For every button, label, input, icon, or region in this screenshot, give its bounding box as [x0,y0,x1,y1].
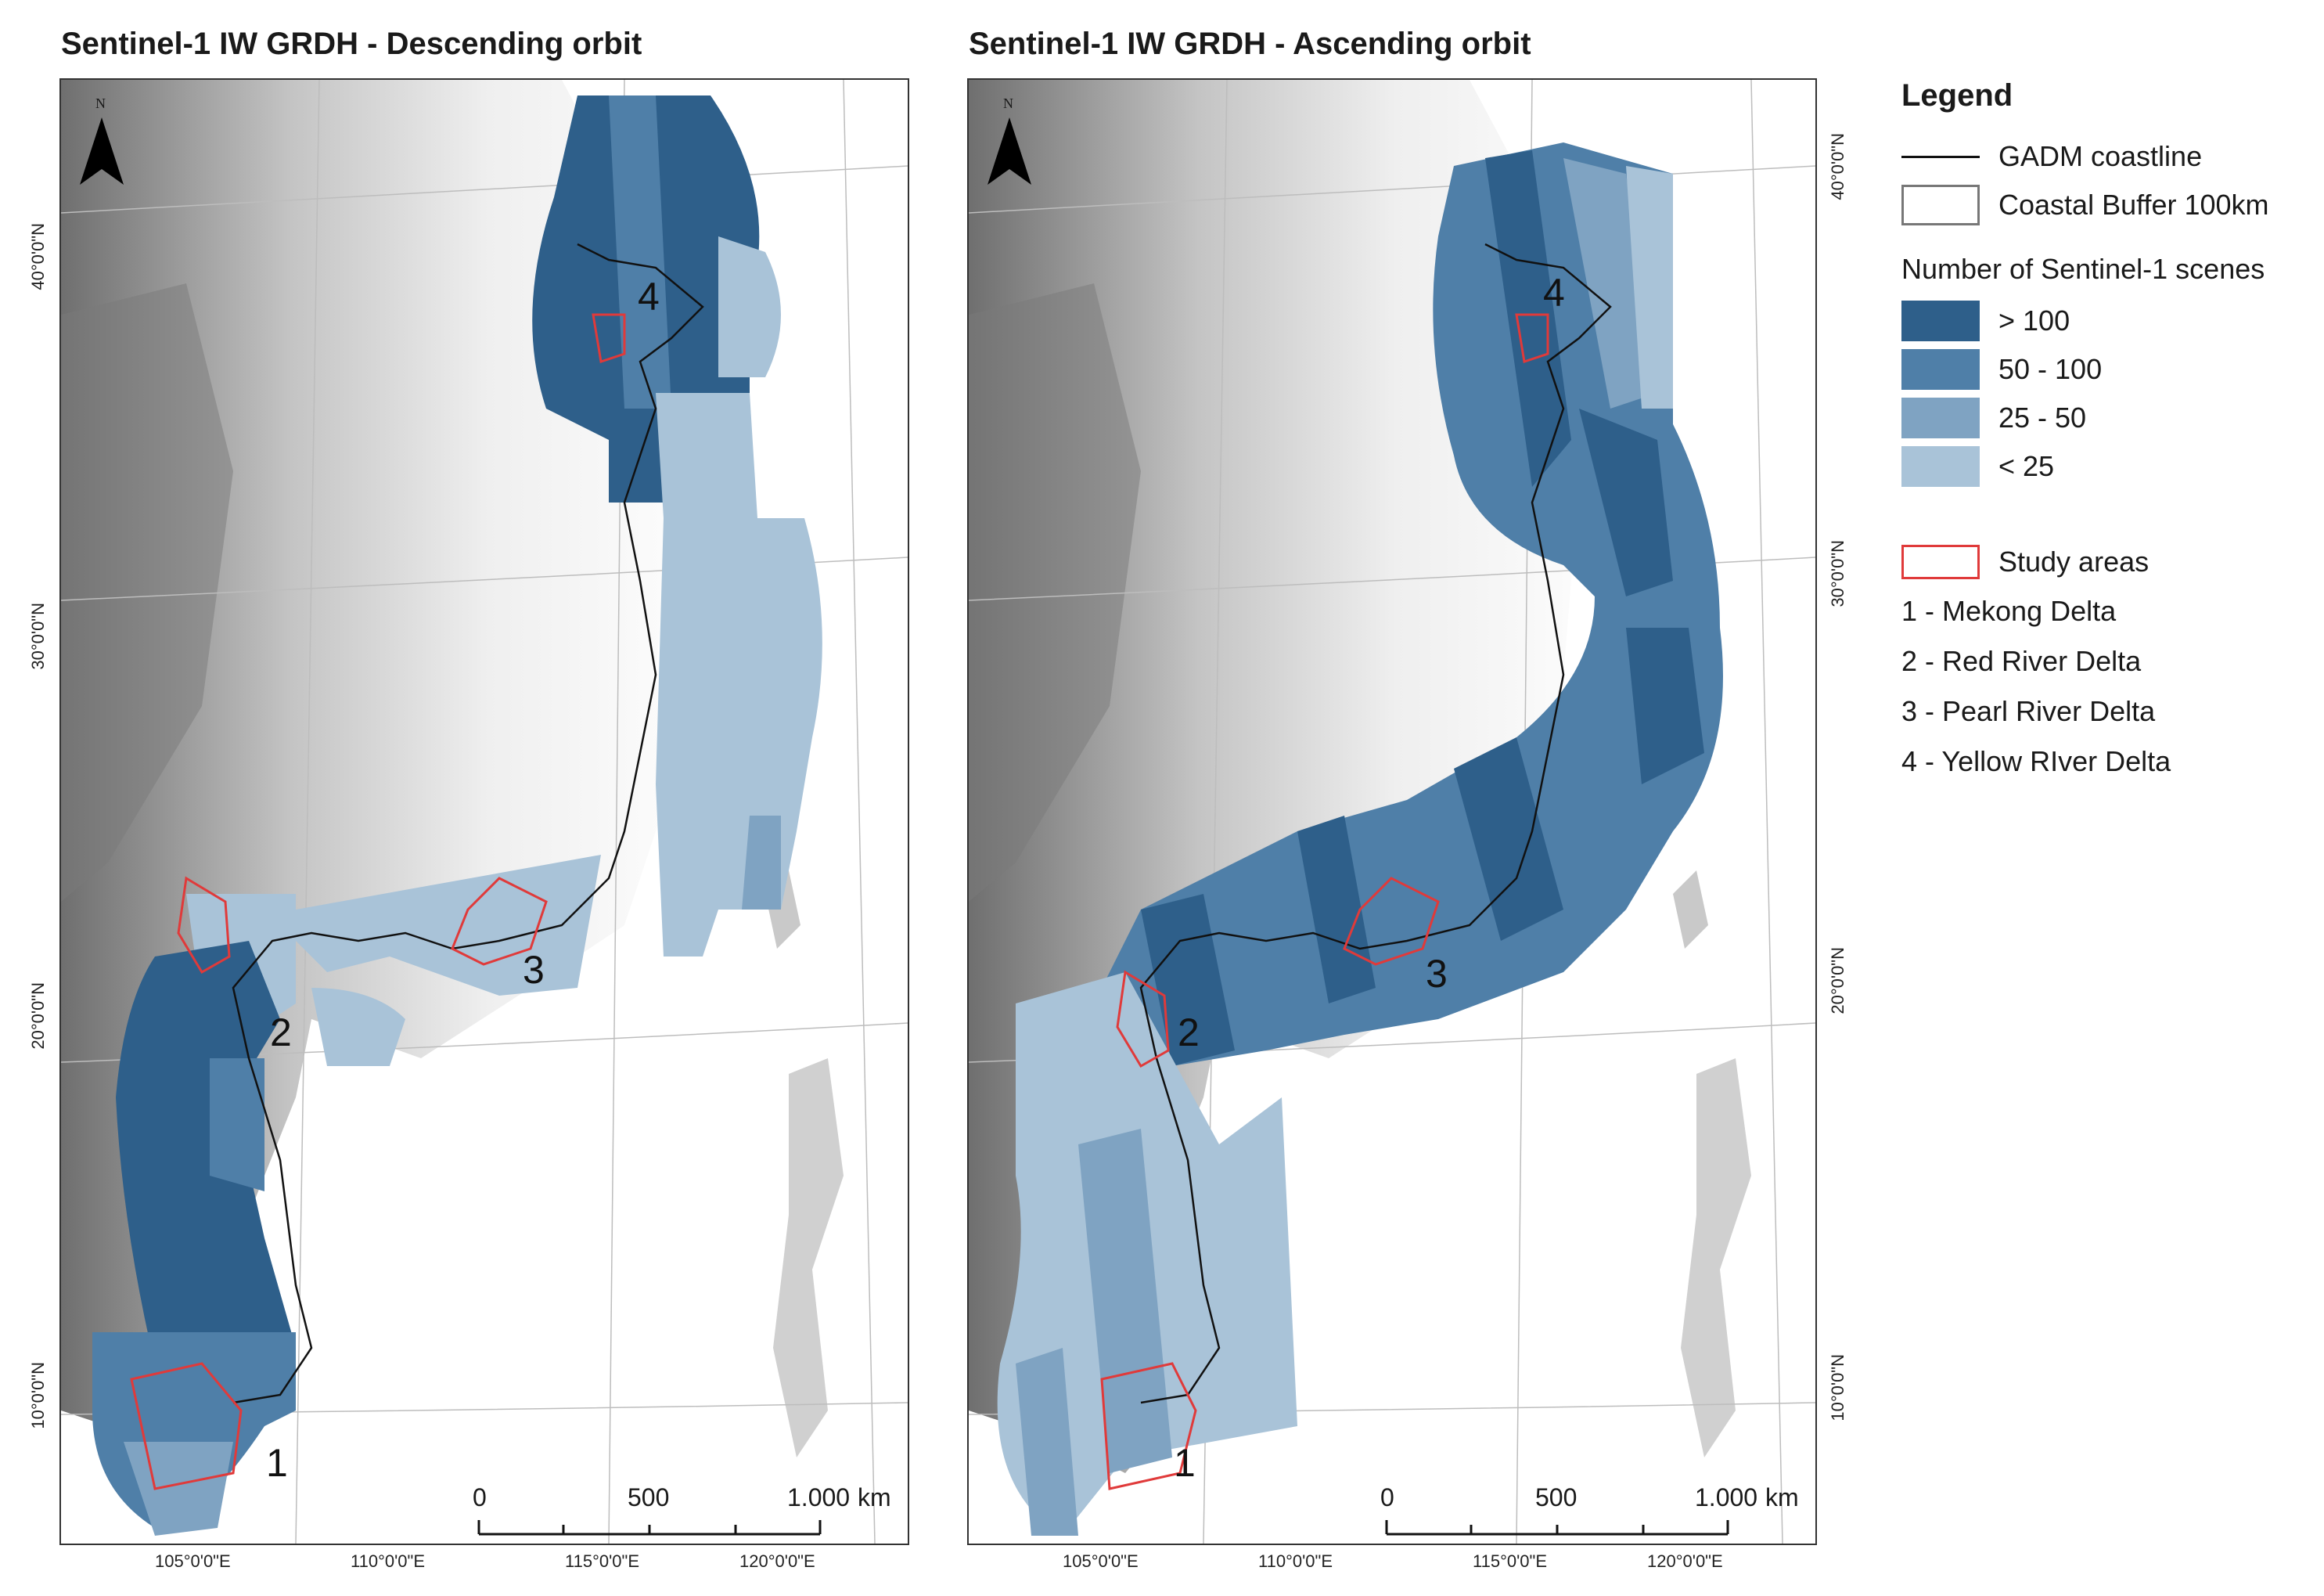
study-area-item-4: 4 - Yellow RIver Delta [1901,745,2171,777]
scale-unit-left: km [858,1483,891,1511]
map-descending[interactable] [59,78,909,1545]
class-swatch-icon [1901,398,1980,438]
lat-tick-10-right: 10°0'0"N [1828,1354,1847,1421]
map-title-ascending: Sentinel-1 IW GRDH - Ascending orbit [969,27,1531,61]
legend-row-coastline: GADM coastline [1901,132,2308,181]
island-taiwan [1673,870,1708,949]
scale-label-500-left: 500 [628,1483,670,1511]
north-label-right: N [1003,95,1013,111]
study-area-item-1: 1 - Mekong Delta [1901,595,2117,627]
north-arrow-icon [80,117,124,185]
legend-row-study: Study areas [1901,538,2308,586]
study-area-item-2: 2 - Red River Delta [1901,645,2142,677]
scale-unit-right: km [1765,1483,1799,1511]
lon-tick-115-right: 115°0'0"E [1473,1551,1548,1571]
study-areas [1100,313,1549,1490]
study-area-item-3: 3 - Pearl River Delta [1901,695,2156,727]
lon-tick-115-left: 115°0'0"E [565,1551,640,1571]
legend-study-label: Study areas [1998,546,2150,578]
lon-tick-110-left: 110°0'0"E [351,1551,426,1571]
legend-scenes-title: Number of Sentinel-1 scenes [1901,253,2265,285]
legend-class-label: 50 - 100 [1998,353,2103,385]
lat-tick-30-left: 30°0'0"N [28,603,48,670]
scale-label-500-right: 500 [1535,1483,1578,1511]
legend-buffer-label: Coastal Buffer 100km [1998,189,2269,221]
scale-label-0-right: 0 [1380,1483,1394,1511]
coastline [1139,243,1612,1404]
lon-tick-120-left: 120°0'0"E [739,1551,815,1571]
area-number-4-right: 4 [1543,271,1565,315]
scale-label-1000-right: 1.000 [1695,1483,1758,1511]
lat-tick-10-left: 10°0'0"N [28,1362,48,1429]
lat-tick-20-right: 20°0'0"N [1828,947,1847,1014]
area-number-3-right: 3 [1426,952,1448,996]
legend-class-label: < 25 [1998,450,2055,482]
legend-class-label: 25 - 50 [1998,402,2087,434]
legend-class-row: 50 - 100 [1901,345,2308,394]
lat-tick-30-right: 30°0'0"N [1828,540,1847,607]
lon-tick-105-right: 105°0'0"E [1063,1551,1139,1571]
scale-bar-left [477,1520,822,1536]
area-number-1-left: 1 [266,1441,288,1485]
area-number-1-right: 1 [1174,1441,1196,1485]
map-descending-svg [61,80,908,1544]
coastline [232,243,704,1404]
study-areas [130,313,626,1490]
legend-class-row: 25 - 50 [1901,394,2308,442]
scale-label-0-left: 0 [473,1483,487,1511]
island-philippines [1681,1058,1751,1457]
scene-coverage [997,142,1723,1536]
lat-tick-40-right: 40°0'0"N [1828,133,1847,200]
lon-tick-110-right: 110°0'0"E [1258,1551,1333,1571]
lon-tick-120-right: 120°0'0"E [1647,1551,1723,1571]
island-philippines [773,1058,844,1457]
legend-class-label: > 100 [1998,304,2070,337]
area-number-4-left: 4 [638,275,660,319]
legend: Legend GADM coastline Coastal Buffer 100… [1901,78,2308,787]
lon-tick-105-left: 105°0'0"E [155,1551,231,1571]
lat-tick-40-left: 40°0'0"N [28,223,48,290]
legend-row-buffer: Coastal Buffer 100km [1901,181,2308,229]
lat-tick-20-left: 20°0'0"N [28,982,48,1050]
scale-bar-right [1385,1520,1729,1536]
area-number-2-left: 2 [270,1011,292,1054]
buffer-swatch-icon [1901,185,1980,225]
legend-coastline-label: GADM coastline [1998,140,2203,172]
coastline-line-icon [1901,155,1980,158]
class-swatch-icon [1901,349,1980,390]
map-title-descending: Sentinel-1 IW GRDH - Descending orbit [61,27,642,61]
legend-class-row: > 100 [1901,297,2308,345]
area-number-3-left: 3 [523,948,545,992]
north-label-left: N [95,95,106,111]
land-dark-west [61,283,233,902]
north-arrow-icon [988,117,1031,185]
class-swatch-icon [1901,446,1980,487]
land-dark-west [969,283,1141,902]
map-ascending[interactable] [967,78,1817,1545]
study-area-swatch-icon [1901,545,1980,579]
legend-class-row: < 25 [1901,442,2308,491]
scale-label-1000-left: 1.000 [787,1483,851,1511]
legend-title: Legend [1901,78,2013,113]
class-swatch-icon [1901,301,1980,341]
area-number-2-right: 2 [1178,1011,1200,1054]
map-ascending-svg [969,80,1815,1544]
